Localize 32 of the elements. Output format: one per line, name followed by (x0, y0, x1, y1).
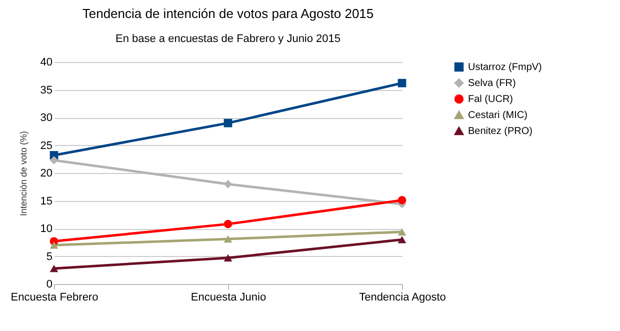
point (50, 156, 58, 164)
point (50, 264, 58, 272)
y-tick-label: 10 (40, 223, 52, 235)
y-tick-label: 0 (46, 278, 52, 290)
chart-subtitle: En base a encuestas de Fabrero y Junio 2015 (115, 33, 341, 45)
y-tick-label: 5 (46, 250, 52, 263)
point (224, 118, 232, 128)
point (224, 254, 232, 262)
y-tick-label: 35 (40, 84, 52, 96)
point (224, 180, 232, 188)
legend-label: Selva (FR) (468, 78, 516, 89)
point (398, 196, 406, 204)
legend-label: Benitez (PRO) (468, 126, 532, 137)
point (224, 235, 232, 243)
point (398, 228, 406, 236)
y-tick-label: 15 (40, 195, 52, 208)
point (398, 236, 406, 244)
y-tick-label: 30 (40, 112, 52, 124)
point (224, 220, 232, 228)
point (398, 78, 406, 88)
x-tick-label: Encuesta Junio (190, 292, 266, 304)
legend-label: Ustarroz (FmpV) (468, 62, 542, 73)
y-tick-label: 25 (40, 140, 52, 152)
x-tick-label: Tendencia Agosto (359, 292, 446, 304)
legend-label: Cestari (MIC) (468, 110, 528, 121)
chart-title: Tendencia de intención de votos para Agosto 2015 (82, 6, 374, 21)
y-axis-title: Intención de voto (%) (18, 130, 28, 216)
point (50, 242, 58, 249)
y-tick-label: 20 (40, 168, 52, 180)
y-tick-label: 40 (40, 56, 52, 68)
legend-label: Fal (UCR) (468, 94, 513, 105)
x-tick-label: Encuesta Febrero (10, 292, 98, 304)
